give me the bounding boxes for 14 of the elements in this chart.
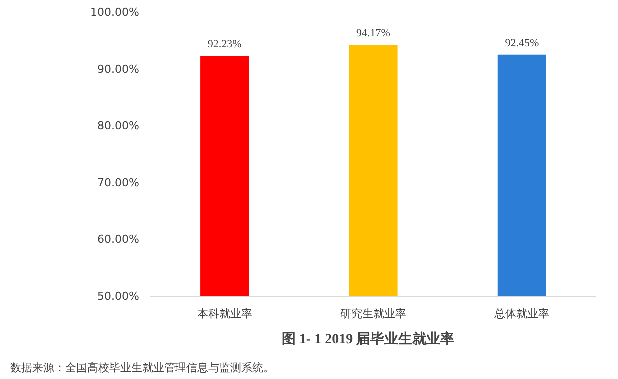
data-label: 92.23% [208, 38, 242, 51]
y-tick-label: 100.00% [90, 6, 140, 19]
data-label: 92.45% [505, 37, 540, 50]
y-tick-label: 70.00% [98, 176, 140, 190]
x-tick-label: 本科就业率 [197, 308, 252, 320]
x-tick-label: 研究生就业率 [340, 308, 406, 320]
y-tick-label: 90.00% [98, 62, 140, 76]
y-tick-label: 60.00% [98, 233, 140, 246]
x-tick-label: 总体就业率 [494, 308, 550, 320]
y-tick-label: 50.00% [98, 290, 140, 303]
data-label: 94.17% [356, 28, 390, 40]
y-tick-label: 80.00% [98, 120, 140, 133]
text: 图 1- 1 2019 届毕业生就业率 [282, 330, 455, 348]
source-note: 数据来源：全国高校毕业生就业管理信息与监测系统。 [10, 362, 274, 374]
